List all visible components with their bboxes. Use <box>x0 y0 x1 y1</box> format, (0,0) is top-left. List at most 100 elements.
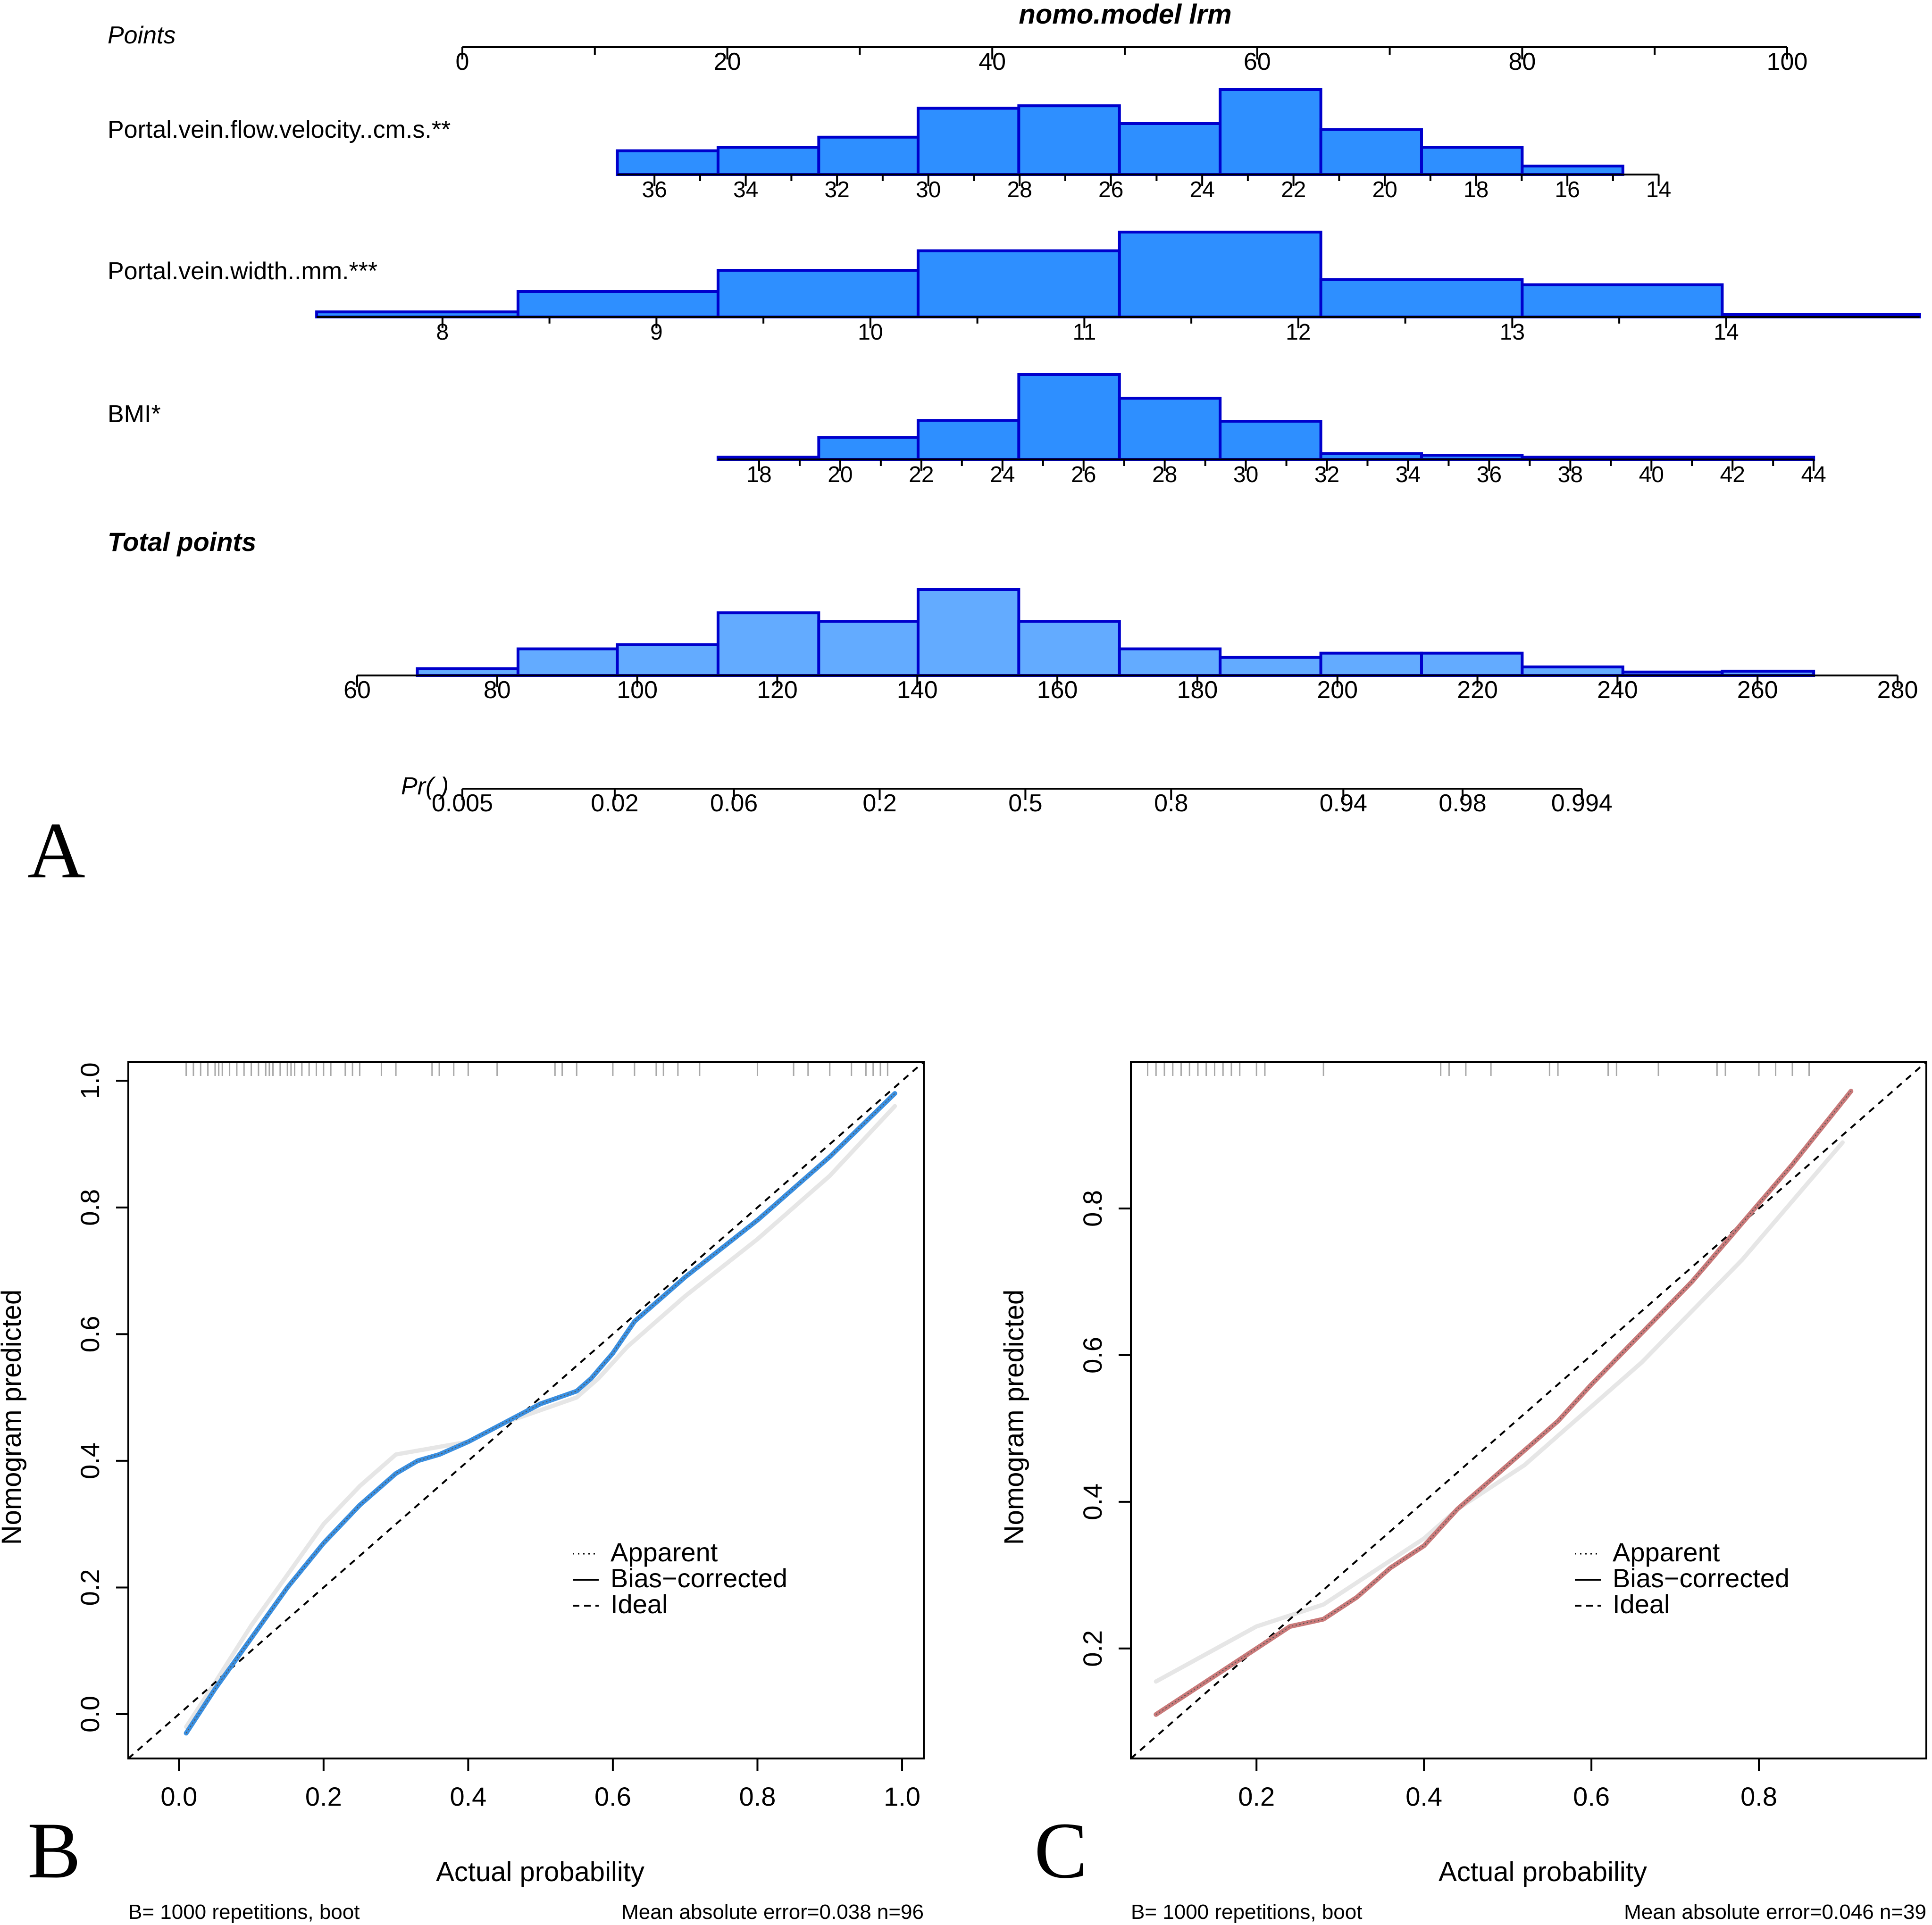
panel-letter-b: B <box>27 1806 81 1895</box>
legend-label: Bias−corrected <box>611 1563 787 1593</box>
total-points-label: Total points <box>108 527 256 557</box>
variable-tick-label: 36 <box>1477 462 1502 487</box>
y-tick-label: 0.2 <box>1078 1630 1107 1667</box>
total-tick-label: 100 <box>617 676 658 704</box>
rug <box>1146 1063 1810 1076</box>
probability-tick-label: 0.994 <box>1551 790 1613 817</box>
total-histogram-bar <box>616 643 719 677</box>
variable-tick-label: 26 <box>1071 462 1096 487</box>
histogram-bar <box>1118 231 1322 318</box>
variable-label: Portal.vein.flow.velocity..cm.s.** <box>108 116 451 143</box>
variable-tick-label: 14 <box>1714 320 1739 345</box>
probability-tick-label: 0.98 <box>1439 790 1486 817</box>
total-tick-label: 120 <box>757 676 798 704</box>
histogram-bar <box>1319 278 1524 318</box>
x-tick-label: 0.8 <box>1740 1782 1777 1811</box>
x-tick-label: 0.4 <box>1405 1782 1442 1811</box>
points-tick-label: 40 <box>979 48 1006 75</box>
total-tick-label: 200 <box>1317 676 1358 704</box>
probability-tick-label: 0.005 <box>432 790 493 817</box>
variable-tick-label: 32 <box>1314 462 1339 487</box>
histogram-bar <box>817 135 920 176</box>
variable-tick-label: 30 <box>1233 462 1258 487</box>
panel-letter-c: C <box>1034 1806 1087 1895</box>
histogram-bar <box>1420 146 1524 176</box>
probability-label: Pr( ) <box>401 773 449 800</box>
x-tick-label: 0.6 <box>1573 1782 1610 1811</box>
total-tick-label: 240 <box>1597 676 1638 704</box>
curves <box>1131 1062 1926 1758</box>
probability-tick-label: 0.5 <box>1008 790 1042 817</box>
total-tick-label: 60 <box>343 676 371 704</box>
probability-tick-label: 0.02 <box>591 790 638 817</box>
histogram-bar <box>516 290 719 318</box>
footer-left: B= 1000 repetitions, boot <box>128 1900 360 1924</box>
variable-tick-label: 24 <box>990 462 1015 487</box>
variable-tick-label: 20 <box>828 462 853 487</box>
histogram-bar <box>916 419 1020 461</box>
variable-tick-label: 34 <box>733 177 758 202</box>
bias-corrected-dots <box>185 1093 895 1733</box>
total-histogram-bar <box>716 611 820 677</box>
variable-tick-label: 42 <box>1720 462 1745 487</box>
total-histogram-bar <box>1420 651 1524 677</box>
variable-tick-label: 34 <box>1396 462 1421 487</box>
y-tick-label: 0.4 <box>75 1442 105 1479</box>
variable-tick-label: 30 <box>916 177 941 202</box>
histogram-bar <box>1017 104 1121 176</box>
variable-tick-label: 14 <box>1646 177 1671 202</box>
histogram-bar <box>1118 397 1222 461</box>
variable-tick-label: 44 <box>1801 462 1826 487</box>
x-tick-label: 0.4 <box>450 1782 486 1811</box>
histogram-bar <box>1521 283 1724 318</box>
x-tick-label: 0.2 <box>305 1782 342 1811</box>
y-tick-label: 0.8 <box>75 1189 105 1226</box>
total-histogram-bar <box>1219 656 1322 677</box>
histogram-bar <box>916 249 1121 318</box>
bias-corrected-line <box>184 1091 897 1736</box>
footer-right: Mean absolute error=0.046 n=39 <box>1624 1900 1926 1924</box>
variable-tick-label: 18 <box>1464 177 1489 202</box>
variable-tick-label: 13 <box>1500 320 1525 345</box>
histogram-bar <box>1017 373 1121 461</box>
probability-tick-label: 0.06 <box>710 790 758 817</box>
y-tick-label: 0.0 <box>75 1696 105 1733</box>
probability-tick-label: 0.8 <box>1154 790 1188 817</box>
x-axis-title: Actual probability <box>1439 1857 1647 1887</box>
legend-label: Apparent <box>611 1537 718 1567</box>
variable-tick-label: 26 <box>1098 177 1123 202</box>
legend-label: Apparent <box>1613 1537 1720 1567</box>
points-tick-label: 20 <box>714 48 741 75</box>
variable-tick-label: 10 <box>858 320 883 345</box>
plot-frame <box>127 1061 925 1759</box>
panel-a-nomogram: nomo.model lrm Points 0 20 40 60 80 100 Portal.v… <box>108 0 1921 817</box>
histogram-bar <box>1521 165 1624 176</box>
total-tick-label: 160 <box>1037 676 1078 704</box>
rug <box>185 1063 888 1076</box>
variable-tick-label: 36 <box>642 177 667 202</box>
variable-tick-label: 12 <box>1286 320 1311 345</box>
variable-label: BMI* <box>108 400 161 428</box>
y-axis-title: Nomogram predicted <box>0 1290 27 1545</box>
x-tick-label: 0.6 <box>594 1782 631 1811</box>
variable-tick-label: 40 <box>1639 462 1664 487</box>
legend-label: Bias−corrected <box>1613 1563 1790 1593</box>
panel-c-calibration: 0.2 0.4 0.6 0.8 0.2 0.4 0.6 0.8 Actual probabili… <box>999 1061 1927 1924</box>
x-tick-label: 0.2 <box>1238 1782 1275 1811</box>
y-tick-label: 0.8 <box>1078 1190 1107 1227</box>
total-tick-label: 80 <box>484 676 511 704</box>
panel-letters: A B C <box>27 806 1087 1895</box>
y-tick-label: 1.0 <box>75 1062 105 1099</box>
variable-tick-label: 24 <box>1189 177 1214 202</box>
variable-tick-label: 22 <box>909 462 934 487</box>
histogram-bar <box>1319 128 1423 176</box>
total-histogram-bar <box>1118 647 1222 677</box>
variable-row: Portal.vein.flow.velocity..cm.s.** 36 34 32… <box>108 88 1671 202</box>
panel-b-calibration: 0.0 0.2 0.4 0.6 0.8 1.0 0.0 0.2 0.4 0.6 0.8 1.0 Actu… <box>0 1061 925 1924</box>
total-tick-label: 220 <box>1457 676 1498 704</box>
variable-tick-label: 11 <box>1072 320 1096 345</box>
total-histogram-bar <box>1521 665 1624 677</box>
panel-letter-a: A <box>27 806 85 895</box>
points-tick-label: 80 <box>1508 48 1536 75</box>
